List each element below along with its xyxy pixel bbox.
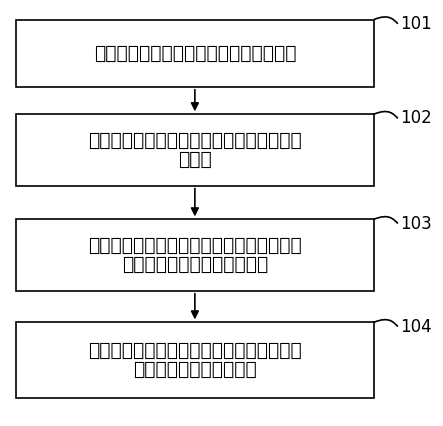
Text: 对战道具上进行虚拟对战: 对战道具上进行虚拟对战 <box>133 360 257 379</box>
Text: 将目标虚拟道具加载至目标虚拟装载道具标: 将目标虚拟道具加载至目标虚拟装载道具标 <box>88 236 302 255</box>
Text: 将目标虚拟装载道具安装在对应的目标虚拟: 将目标虚拟装载道具安装在对应的目标虚拟 <box>88 341 302 360</box>
Text: 103: 103 <box>400 215 432 233</box>
FancyBboxPatch shape <box>16 20 374 87</box>
FancyBboxPatch shape <box>16 322 374 398</box>
Text: 102: 102 <box>400 109 432 127</box>
Text: 识对应的目标虚拟装载道具上: 识对应的目标虚拟装载道具上 <box>122 255 268 274</box>
Text: 104: 104 <box>400 317 431 336</box>
Text: 接收对目标子控件显示的目标虚拟道具的装: 接收对目标子控件显示的目标虚拟道具的装 <box>88 131 302 150</box>
FancyBboxPatch shape <box>16 219 374 291</box>
Text: 载指令: 载指令 <box>178 150 212 169</box>
Text: 在显示界面上显示至少一个虚拟道具控件: 在显示界面上显示至少一个虚拟道具控件 <box>93 44 296 63</box>
FancyBboxPatch shape <box>16 114 374 186</box>
Text: 101: 101 <box>400 15 432 33</box>
